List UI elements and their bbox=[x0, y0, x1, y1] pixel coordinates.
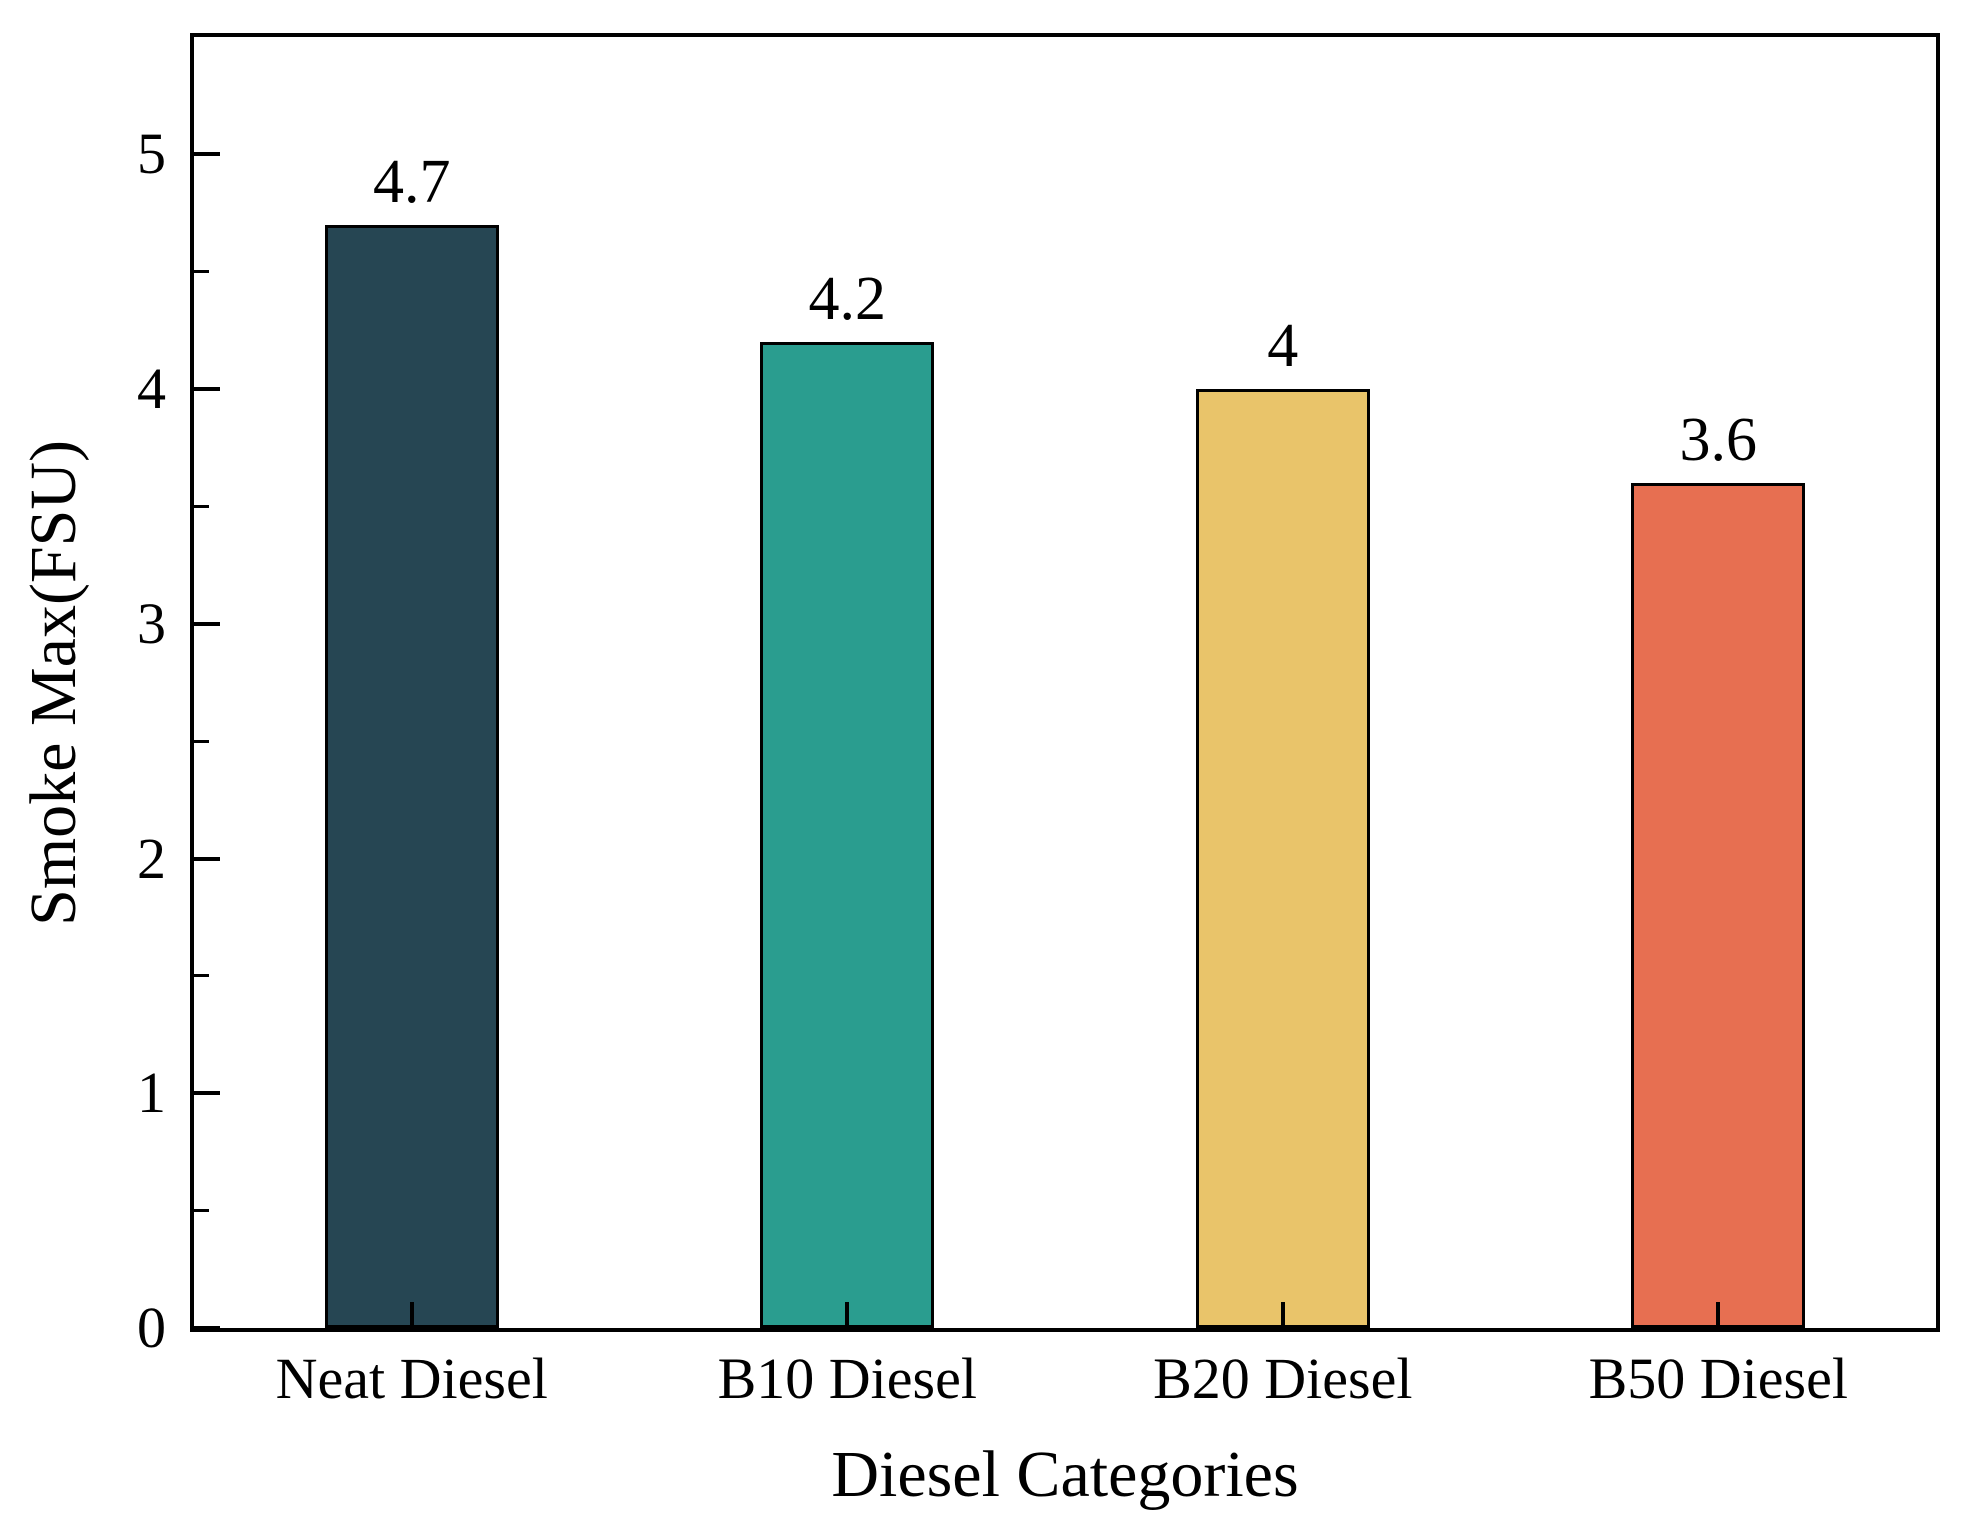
y-axis-tick-label: 2 bbox=[137, 825, 166, 891]
y-axis-tick-label: 1 bbox=[137, 1060, 166, 1126]
y-axis-tick-label: 0 bbox=[137, 1295, 166, 1360]
x-axis-title: Diesel Categories bbox=[831, 1438, 1299, 1511]
y-axis-major-tick bbox=[194, 1091, 220, 1096]
y-axis-major-tick bbox=[194, 856, 220, 861]
y-axis-major-tick bbox=[194, 387, 220, 392]
x-axis-tick-b10-diesel bbox=[845, 1302, 850, 1328]
y-axis-minor-tick bbox=[194, 270, 209, 274]
x-axis-tick-b20-diesel bbox=[1280, 1302, 1285, 1328]
y-axis-minor-tick bbox=[194, 504, 209, 508]
x-axis-category-label-b10-diesel: B10 Diesel bbox=[717, 1346, 977, 1411]
bar-b20-diesel bbox=[1195, 389, 1370, 1328]
y-axis-tick-label: 3 bbox=[137, 590, 166, 656]
bar-value-label-b20-diesel: 4 bbox=[1267, 312, 1299, 381]
x-axis-category-label-neat-diesel: Neat Diesel bbox=[275, 1346, 548, 1411]
bar-b50-diesel bbox=[1631, 482, 1806, 1328]
y-axis-minor-tick bbox=[194, 1209, 209, 1213]
y-axis-major-tick bbox=[194, 1326, 220, 1330]
x-axis-category-label-b50-diesel: B50 Diesel bbox=[1588, 1346, 1848, 1411]
plot-area: 4.7 4.2 4 3.6 bbox=[190, 33, 1940, 1332]
bar-b10-diesel bbox=[760, 342, 935, 1328]
x-axis-tick-b50-diesel bbox=[1716, 1302, 1721, 1328]
y-axis-minor-tick bbox=[194, 974, 209, 978]
x-axis-category-label-b20-diesel: B20 Diesel bbox=[1153, 1346, 1413, 1411]
bar-value-label-neat-diesel: 4.7 bbox=[373, 147, 451, 216]
x-axis-tick-neat-diesel bbox=[409, 1302, 414, 1328]
y-axis-tick-label: 5 bbox=[137, 121, 166, 187]
y-axis-major-tick bbox=[194, 152, 220, 157]
bar-value-label-b50-diesel: 3.6 bbox=[1679, 405, 1758, 474]
y-axis-tick-label: 4 bbox=[137, 356, 166, 422]
y-axis-title-container: Smoke Max(FSU) bbox=[8, 33, 100, 1332]
bar-neat-diesel bbox=[324, 224, 499, 1328]
y-axis-major-tick bbox=[194, 621, 220, 626]
y-axis-minor-tick bbox=[194, 739, 209, 743]
bar-value-label-b10-diesel: 4.2 bbox=[808, 265, 887, 334]
